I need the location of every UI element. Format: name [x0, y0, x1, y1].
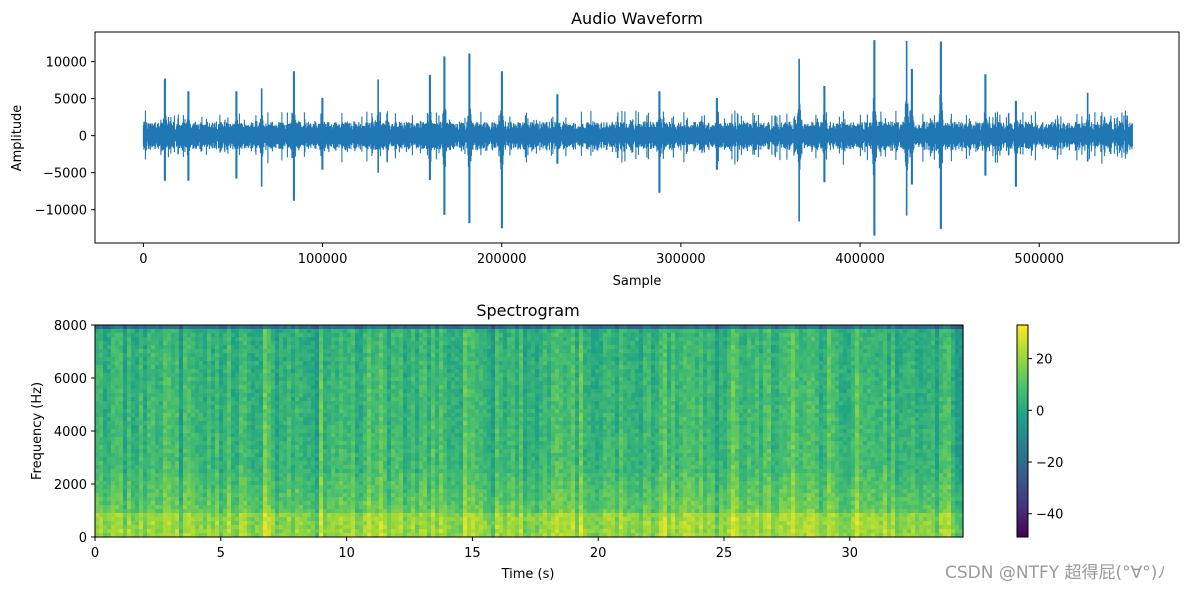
waveform-ylabel: Amplitude	[10, 105, 25, 172]
waveform-y-tick-label: −10000	[35, 204, 87, 219]
waveform-y-tick-label: −5000	[43, 167, 87, 182]
spectrogram-panel: Spectrogram 0 5 10 15 20 25 30 0 2000 4000 6000 80…	[30, 301, 1063, 582]
spectrogram-y-tick-label: 0	[79, 531, 87, 546]
spectrogram-y-tick-label: 6000	[54, 372, 87, 387]
waveform-line	[142, 40, 1133, 236]
waveform-panel: Audio Waveform 0 100000 200000 300000 400000…	[10, 9, 1180, 289]
waveform-y-tick-label: 0	[79, 130, 87, 145]
spectrogram-y-tick-label: 8000	[54, 319, 87, 334]
colorbar-gradient	[1017, 325, 1028, 537]
waveform-y-tick-label: 5000	[54, 93, 87, 108]
waveform-x-ticks: 0 100000 200000 300000 400000 500000	[139, 243, 1064, 267]
waveform-x-tick-label: 400000	[835, 252, 885, 267]
waveform-y-tick-label: 10000	[46, 56, 87, 71]
spectrogram-y-ticks: 0 2000 4000 6000 8000	[54, 319, 95, 546]
colorbar-tick-label: −40	[1036, 508, 1063, 523]
spectrogram-x-tick-label: 25	[716, 546, 733, 561]
colorbar-tick-label: −20	[1036, 456, 1063, 471]
waveform-x-tick-label: 500000	[1014, 252, 1064, 267]
spectrogram-x-ticks: 0 5 10 15 20 25 30	[91, 537, 858, 561]
spectrogram-image	[95, 325, 964, 538]
spectrogram-x-tick-label: 20	[590, 546, 607, 561]
spectrogram-ylabel: Frequency (Hz)	[30, 382, 45, 480]
waveform-series	[142, 40, 1133, 236]
colorbar-frame	[1016, 324, 1029, 538]
waveform-x-tick-label: 100000	[298, 252, 348, 267]
waveform-axes-frame	[94, 31, 1180, 244]
spectrogram-xlabel: Time (s)	[501, 567, 555, 582]
waveform-xlabel: Sample	[613, 274, 662, 289]
spectrogram-x-tick-label: 10	[338, 546, 355, 561]
watermark: CSDN @NTFY 超得屁(°∀°)ﾉ	[945, 563, 1166, 583]
waveform-y-ticks: 10000 5000 0 −5000 −10000	[35, 56, 95, 219]
spectrogram-x-tick-label: 0	[91, 546, 99, 561]
spectrogram-x-tick-label: 15	[464, 546, 481, 561]
colorbar-ticks: 20 0 −20 −40	[1028, 353, 1063, 523]
spectrogram-y-tick-label: 2000	[54, 478, 87, 493]
spectrogram-title: Spectrogram	[476, 301, 579, 320]
spectrogram-x-tick-label: 30	[842, 546, 859, 561]
spectrogram-x-tick-label: 5	[217, 546, 225, 561]
spectrogram-y-tick-label: 4000	[54, 425, 87, 440]
colorbar-tick-label: 20	[1036, 353, 1053, 368]
colorbar-tick-label: 0	[1036, 404, 1044, 419]
waveform-x-tick-label: 300000	[656, 252, 706, 267]
waveform-x-tick-label: 0	[139, 252, 147, 267]
waveform-x-tick-label: 200000	[477, 252, 527, 267]
waveform-title: Audio Waveform	[571, 9, 703, 28]
